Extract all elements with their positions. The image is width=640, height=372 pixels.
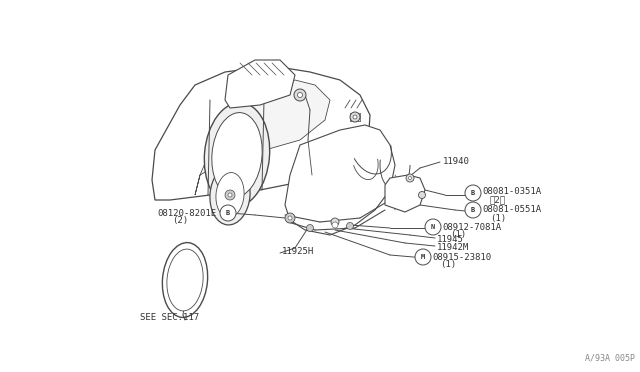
Polygon shape [385, 175, 425, 212]
Polygon shape [285, 125, 395, 235]
Circle shape [298, 93, 303, 97]
Text: (1): (1) [450, 231, 466, 240]
Text: 08915-23810: 08915-23810 [432, 253, 491, 262]
Text: (1): (1) [490, 214, 506, 222]
Ellipse shape [212, 113, 262, 198]
Ellipse shape [204, 103, 269, 207]
Text: 〨2〉: 〨2〉 [490, 196, 506, 205]
Circle shape [220, 205, 236, 221]
Circle shape [353, 115, 357, 119]
Circle shape [408, 176, 412, 180]
Text: 11925H: 11925H [282, 247, 314, 257]
Text: 11945: 11945 [437, 234, 464, 244]
Text: 11940: 11940 [443, 157, 470, 167]
Circle shape [332, 222, 338, 228]
Text: N: N [431, 224, 435, 230]
Text: 08120-8201E: 08120-8201E [157, 208, 216, 218]
Circle shape [465, 185, 481, 201]
Text: 11942M: 11942M [437, 243, 469, 251]
Text: (1): (1) [440, 260, 456, 269]
Ellipse shape [216, 173, 244, 218]
Text: (2): (2) [172, 217, 188, 225]
Text: B: B [471, 207, 475, 213]
Polygon shape [225, 60, 295, 108]
Circle shape [419, 192, 426, 199]
Text: B: B [471, 190, 475, 196]
Ellipse shape [163, 243, 207, 317]
Polygon shape [195, 80, 330, 195]
Circle shape [415, 249, 431, 265]
Text: A/93A 005P: A/93A 005P [585, 353, 635, 362]
Circle shape [406, 174, 414, 182]
Circle shape [285, 213, 295, 223]
Polygon shape [152, 68, 370, 200]
Circle shape [228, 193, 232, 197]
Circle shape [288, 216, 292, 220]
Circle shape [225, 190, 235, 200]
Text: M: M [421, 254, 425, 260]
Ellipse shape [167, 249, 203, 311]
Text: 08081-0551A: 08081-0551A [482, 205, 541, 215]
Circle shape [294, 89, 306, 101]
Circle shape [350, 112, 360, 122]
Circle shape [425, 219, 441, 235]
Circle shape [307, 224, 314, 231]
Circle shape [465, 202, 481, 218]
Text: SEE SEC.117: SEE SEC.117 [140, 314, 199, 323]
Text: B: B [226, 210, 230, 216]
Circle shape [331, 218, 339, 226]
Text: 08081-0351A: 08081-0351A [482, 187, 541, 196]
Circle shape [346, 222, 353, 230]
Ellipse shape [210, 165, 250, 225]
Text: 08912-7081A: 08912-7081A [442, 222, 501, 231]
